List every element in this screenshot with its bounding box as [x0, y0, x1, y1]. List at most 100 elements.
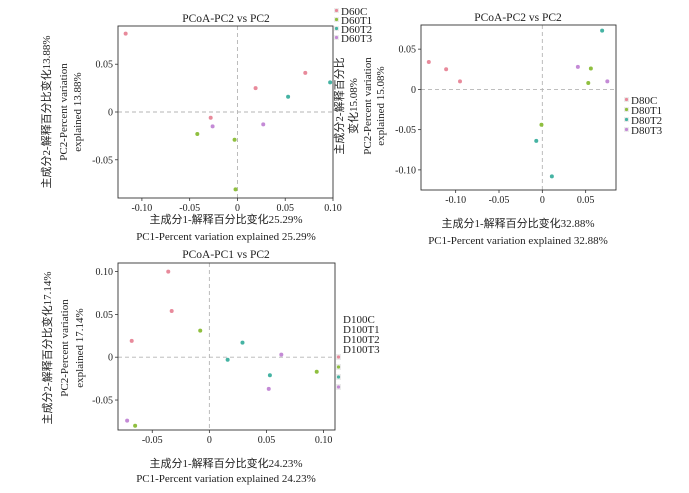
legend-swatch	[624, 97, 629, 102]
plot-frame	[420, 24, 617, 191]
plot-frame	[117, 262, 336, 431]
x-tick-label: 0.05	[577, 195, 595, 206]
series-d80t3	[575, 64, 610, 84]
legend-label: D60T1	[341, 15, 372, 27]
series-d100t2	[225, 340, 272, 378]
legend-label: D60C	[341, 6, 367, 18]
x-tick-label: -0.10	[131, 203, 152, 214]
data-point	[208, 115, 213, 120]
y-tick-label: 0.10	[96, 267, 114, 278]
data-point	[600, 28, 605, 33]
y-axis-label-ylabel-en2: explained 13.88%	[72, 72, 84, 151]
series-d80t2	[534, 28, 605, 179]
data-point	[169, 308, 174, 313]
series-d100t1	[133, 328, 319, 428]
data-point	[210, 124, 215, 129]
data-point	[225, 357, 230, 362]
x-axis-label-cn: 主成分1-解释百分比变化32.88%	[441, 216, 594, 230]
data-point	[539, 122, 544, 127]
y-axis-label-ylabel-en2: explained 15.08%	[375, 66, 387, 145]
y-tick-label: 0	[108, 353, 113, 364]
data-point	[534, 138, 539, 143]
pcoa-panel-2: -0.10 -0.05 0 0.05 -0.10 -0.05 0 0.05 PCoA-PC2 v…	[332, 12, 663, 247]
legend-swatch	[334, 35, 339, 40]
series-d80c	[426, 60, 462, 84]
data-point	[575, 64, 580, 69]
y-tick-label: 0.05	[96, 310, 114, 321]
x-tick-label: 0.05	[258, 435, 276, 446]
data-point	[314, 369, 319, 374]
data-point	[267, 373, 272, 378]
legend-label: D80C	[631, 95, 657, 107]
data-point	[253, 86, 258, 91]
legend-swatch	[624, 107, 629, 112]
y-tick-label: 0	[108, 108, 113, 119]
legend-label: D100T1	[343, 324, 380, 336]
data-point	[303, 70, 308, 75]
y-tick-label: -0.05	[92, 396, 113, 407]
data-point	[133, 423, 138, 428]
legend-label: D60T3	[341, 33, 373, 45]
data-point	[233, 187, 238, 192]
data-point	[261, 122, 266, 127]
y-axis-label-ylabel-cn1: 主成分2-解释百分比	[332, 57, 346, 154]
legend-swatch	[336, 365, 341, 369]
data-point	[549, 174, 554, 179]
x-axis-label-cn: 主成分1-解释百分比变化24.23%	[149, 456, 302, 470]
y-tick-label: 0	[411, 85, 416, 96]
pcoa-panel-1: -0.10 -0.05 0 0.05 0.10 -0.05 0 0.05 PCoA-PC2 vs…	[39, 6, 373, 243]
series-d100t3	[125, 352, 284, 423]
data-point	[605, 79, 610, 84]
legend-swatch	[336, 355, 341, 359]
data-point	[240, 340, 245, 345]
x-tick-label: -0.10	[445, 195, 466, 206]
y-axis-label-ylabel-en1: PC2-Percent variation	[362, 57, 374, 155]
data-point	[166, 269, 171, 274]
data-point	[198, 328, 203, 333]
data-point	[123, 31, 128, 36]
data-point	[232, 137, 237, 142]
legend-label: D100C	[343, 314, 375, 326]
x-tick-label: -0.05	[489, 195, 510, 206]
y-axis-label-ylabel-cn: 主成分2-解释百分比变化17.14%	[40, 271, 54, 424]
y-axis-label-ylabel-cn: 主成分2-解释百分比变化13.88%	[39, 35, 53, 188]
series-d60c	[123, 31, 308, 120]
data-point	[279, 352, 284, 357]
x-axis-label-en: PC1-Percent variation explained 24.23%	[136, 473, 316, 485]
legend-swatch	[334, 17, 339, 22]
x-tick-label: 0	[235, 203, 240, 214]
x-tick-label: 0.10	[315, 435, 333, 446]
legend-label: D80T3	[631, 125, 663, 137]
data-point	[195, 131, 200, 136]
data-point	[588, 66, 593, 71]
x-tick-label: 0.05	[276, 203, 294, 214]
data-point	[328, 80, 333, 85]
pcoa-panel-3: -0.05 0 0.05 0.10 -0.05 0 0.05 0.10 PCoA-PC1 vs …	[40, 249, 380, 485]
data-point	[444, 67, 449, 72]
x-axis-label-cn: 主成分1-解释百分比变化25.29%	[149, 212, 302, 226]
legend-label: D100T2	[343, 334, 380, 346]
x-tick-label: 0	[207, 435, 212, 446]
legend-label: D100T3	[343, 344, 380, 356]
data-point	[266, 386, 271, 391]
legend-label: D60T2	[341, 24, 372, 36]
series-d100c	[129, 269, 174, 343]
x-tick-label: 0.10	[324, 203, 342, 214]
y-tick-label: 0.05	[399, 45, 417, 56]
series-d60t2	[286, 80, 333, 99]
data-point	[125, 418, 130, 423]
legend-swatch	[334, 8, 339, 13]
legend-swatch	[334, 26, 339, 31]
y-tick-label: -0.10	[395, 165, 416, 176]
y-tick-label: -0.05	[92, 155, 113, 166]
chart-title: PCoA-PC1 vs PC2	[182, 249, 270, 261]
x-tick-label: 0	[540, 195, 545, 206]
series-d60t1	[195, 131, 238, 192]
data-point	[129, 338, 134, 343]
y-tick-label: 0.05	[96, 60, 114, 71]
y-axis-label-ylabel-en1: PC2-Percent variation	[59, 299, 71, 397]
